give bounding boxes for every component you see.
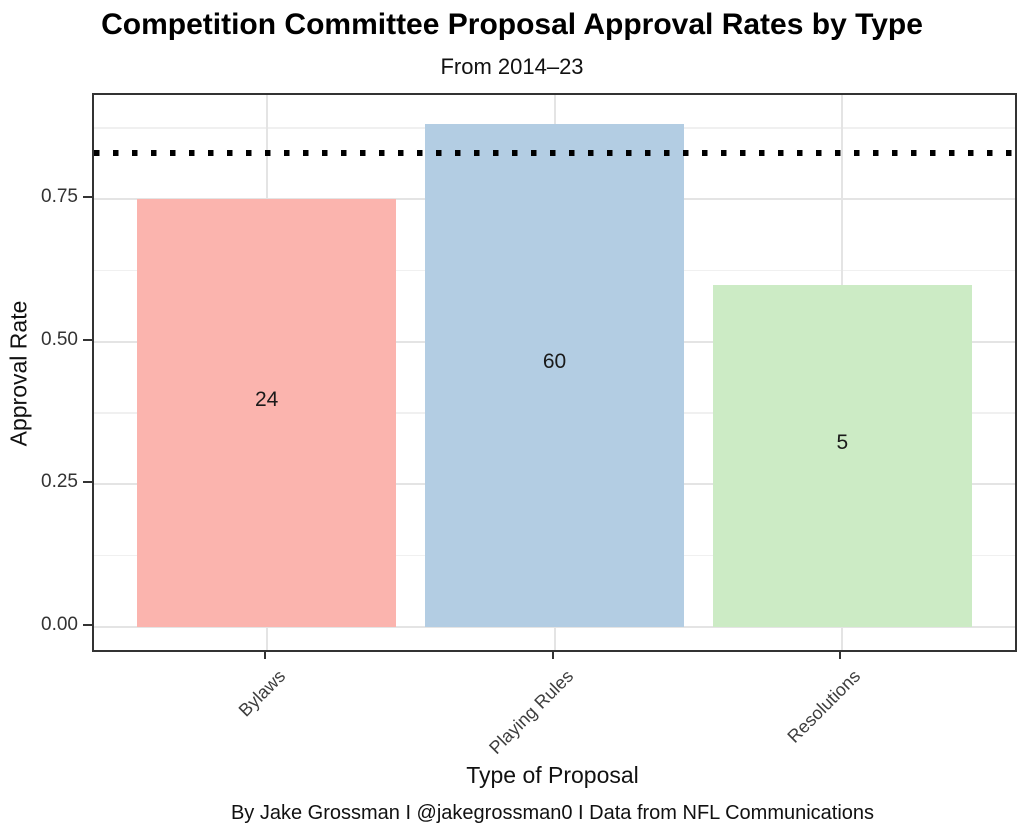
chart-subtitle: From 2014–23 xyxy=(440,54,584,79)
bar-resolutions xyxy=(712,284,972,627)
y-tick-mark xyxy=(83,196,92,199)
y-tick-mark xyxy=(83,623,92,626)
x-tick-label: Playing Rules xyxy=(484,666,577,758)
bar-playing-rules xyxy=(424,123,685,627)
y-axis-title: Approval Rate xyxy=(5,300,32,447)
y-tick-label: 0.75 xyxy=(41,186,78,208)
bar-count-label: 24 xyxy=(255,388,279,412)
chart-title: Competition Committee Proposal Approval … xyxy=(101,8,923,41)
y-tick-label: 0.00 xyxy=(41,613,78,635)
reference-dotted-line xyxy=(94,150,1015,157)
x-tick-mark xyxy=(263,650,266,659)
x-tick-label: Bylaws xyxy=(234,666,289,721)
bar-count-label: 5 xyxy=(836,430,849,454)
x-tick-mark xyxy=(839,650,842,659)
plot-panel: 24 60 5 xyxy=(92,93,1017,652)
bar-bylaws xyxy=(137,199,397,627)
y-tick-label: 0.50 xyxy=(41,328,78,350)
x-tick-label: Resolutions xyxy=(783,666,865,747)
x-axis-title: Type of Proposal xyxy=(466,762,639,788)
y-tick-mark xyxy=(83,338,92,341)
y-tick-mark xyxy=(83,481,92,484)
x-tick-mark xyxy=(551,650,554,659)
chart-caption: By Jake Grossman I @jakegrossman0 I Data… xyxy=(230,802,875,824)
bar-count-label: 60 xyxy=(542,350,567,374)
y-tick-label: 0.25 xyxy=(41,471,78,493)
